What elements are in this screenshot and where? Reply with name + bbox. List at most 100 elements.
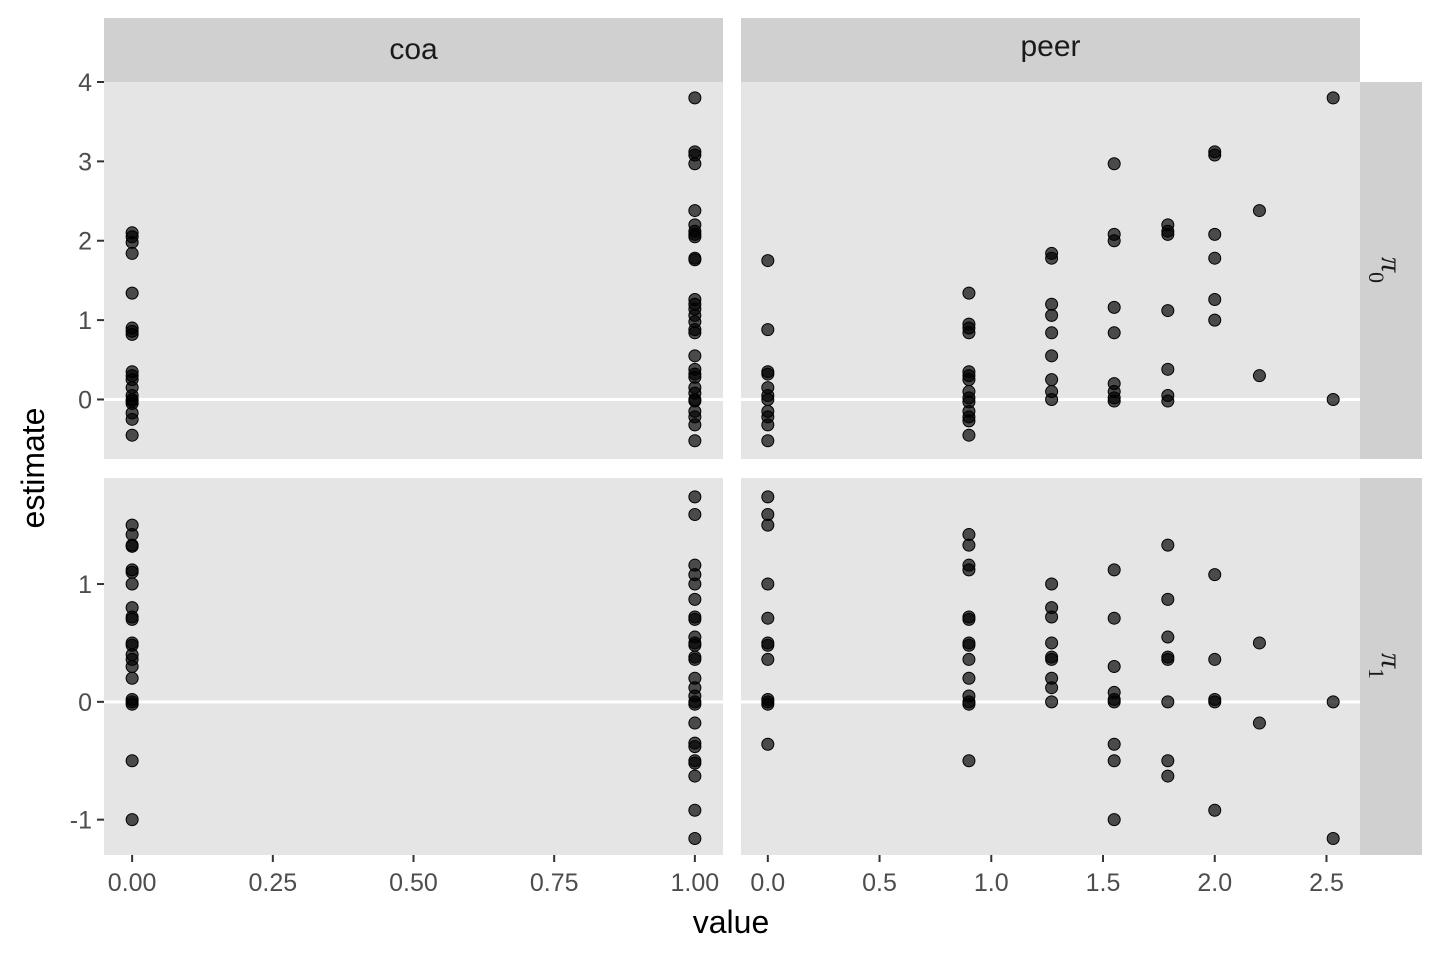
data-point [761, 323, 775, 337]
strip-label-coa: coa [389, 33, 438, 66]
data-point [688, 204, 702, 218]
data-point [761, 392, 775, 406]
strip-coa [104, 18, 723, 82]
data-point [688, 769, 702, 783]
data-points [125, 91, 1340, 846]
data-point [1161, 394, 1175, 408]
data-point [1161, 304, 1175, 318]
data-point [688, 803, 702, 817]
y-axis-title: estimate [15, 408, 51, 529]
data-point [962, 671, 976, 685]
data-point [761, 697, 775, 711]
data-point [1161, 754, 1175, 768]
data-point [962, 638, 976, 652]
x-tick-label: 1.00 [671, 869, 720, 897]
data-point [688, 418, 702, 432]
data-point [962, 428, 976, 442]
data-point [688, 326, 702, 340]
data-point [761, 652, 775, 666]
data-point [1326, 695, 1340, 709]
data-point [125, 235, 139, 249]
data-point [1208, 292, 1222, 306]
x-tick-label: 1.5 [1086, 869, 1121, 897]
data-point [962, 652, 976, 666]
data-point [1326, 392, 1340, 406]
data-point [1107, 695, 1121, 709]
y-tick-label: 0 [78, 386, 92, 414]
data-point [1045, 681, 1059, 695]
data-point [688, 832, 702, 846]
x-tick-label: 0.25 [248, 869, 297, 897]
y-tick-label: 3 [78, 148, 92, 176]
data-point [761, 434, 775, 448]
panel-coa-pi1 [104, 478, 723, 855]
data-point [1107, 660, 1121, 673]
panel-peer-pi1 [741, 478, 1360, 855]
y-axis-pi0: 4 3 2 1 0 [78, 69, 104, 414]
strip-pi1 [1360, 478, 1422, 855]
data-point [1161, 362, 1175, 376]
data-point [688, 157, 702, 171]
data-point [1326, 832, 1340, 846]
data-point [1107, 813, 1121, 827]
data-point [761, 254, 775, 268]
data-point [125, 539, 139, 553]
data-point [1161, 227, 1175, 241]
x-axis-title: value [693, 904, 770, 940]
data-point [1045, 610, 1059, 624]
data-point [962, 326, 976, 340]
data-point [1208, 313, 1222, 327]
strip-label-pi1: π1 [1365, 653, 1409, 679]
data-point [962, 754, 976, 768]
y-axis-pi1: 1 0 -1 [70, 571, 104, 835]
strip-label-pi0: π0 [1365, 257, 1409, 283]
data-point [1107, 754, 1121, 768]
data-point [125, 286, 139, 300]
data-point [962, 563, 976, 577]
data-point [1161, 695, 1175, 709]
data-point [125, 577, 139, 591]
data-point [688, 349, 702, 363]
data-point [688, 638, 702, 652]
data-point [1107, 326, 1121, 340]
data-point [761, 518, 775, 532]
data-point [688, 652, 702, 666]
data-point [1161, 538, 1175, 552]
data-point [125, 327, 139, 341]
y-tick-label: 4 [78, 69, 92, 97]
data-point [1161, 630, 1175, 644]
data-point [761, 638, 775, 652]
strip-peer [741, 18, 1360, 82]
data-point [125, 813, 139, 827]
data-point [761, 418, 775, 432]
data-point [125, 671, 139, 685]
strip-label-peer: peer [1020, 30, 1080, 63]
data-point [1045, 297, 1059, 311]
x-tick-label: 2.0 [1197, 869, 1232, 897]
y-tick-label: -1 [70, 807, 92, 835]
data-point [1208, 148, 1222, 162]
data-point [1252, 369, 1266, 383]
data-point [1045, 326, 1059, 340]
data-point [688, 612, 702, 626]
data-point [1045, 695, 1059, 709]
x-axis-peer: 0.0 0.5 1.0 1.5 2.0 2.5 [750, 855, 1344, 897]
data-point [761, 611, 775, 625]
data-point [761, 367, 775, 381]
data-point [125, 697, 139, 711]
data-point [1045, 577, 1059, 591]
y-tick-label: 1 [78, 307, 92, 335]
data-point [761, 737, 775, 751]
data-point [688, 592, 702, 606]
data-point [1326, 91, 1340, 105]
data-point [1161, 592, 1175, 606]
data-point [962, 373, 976, 387]
x-tick-label: 2.5 [1309, 869, 1344, 897]
data-point [1107, 563, 1121, 577]
panel-coa-pi0 [104, 82, 723, 459]
data-point [1208, 803, 1222, 817]
x-tick-label: 0.00 [108, 869, 157, 897]
y-tick-label: 2 [78, 228, 92, 256]
data-point [962, 697, 976, 711]
